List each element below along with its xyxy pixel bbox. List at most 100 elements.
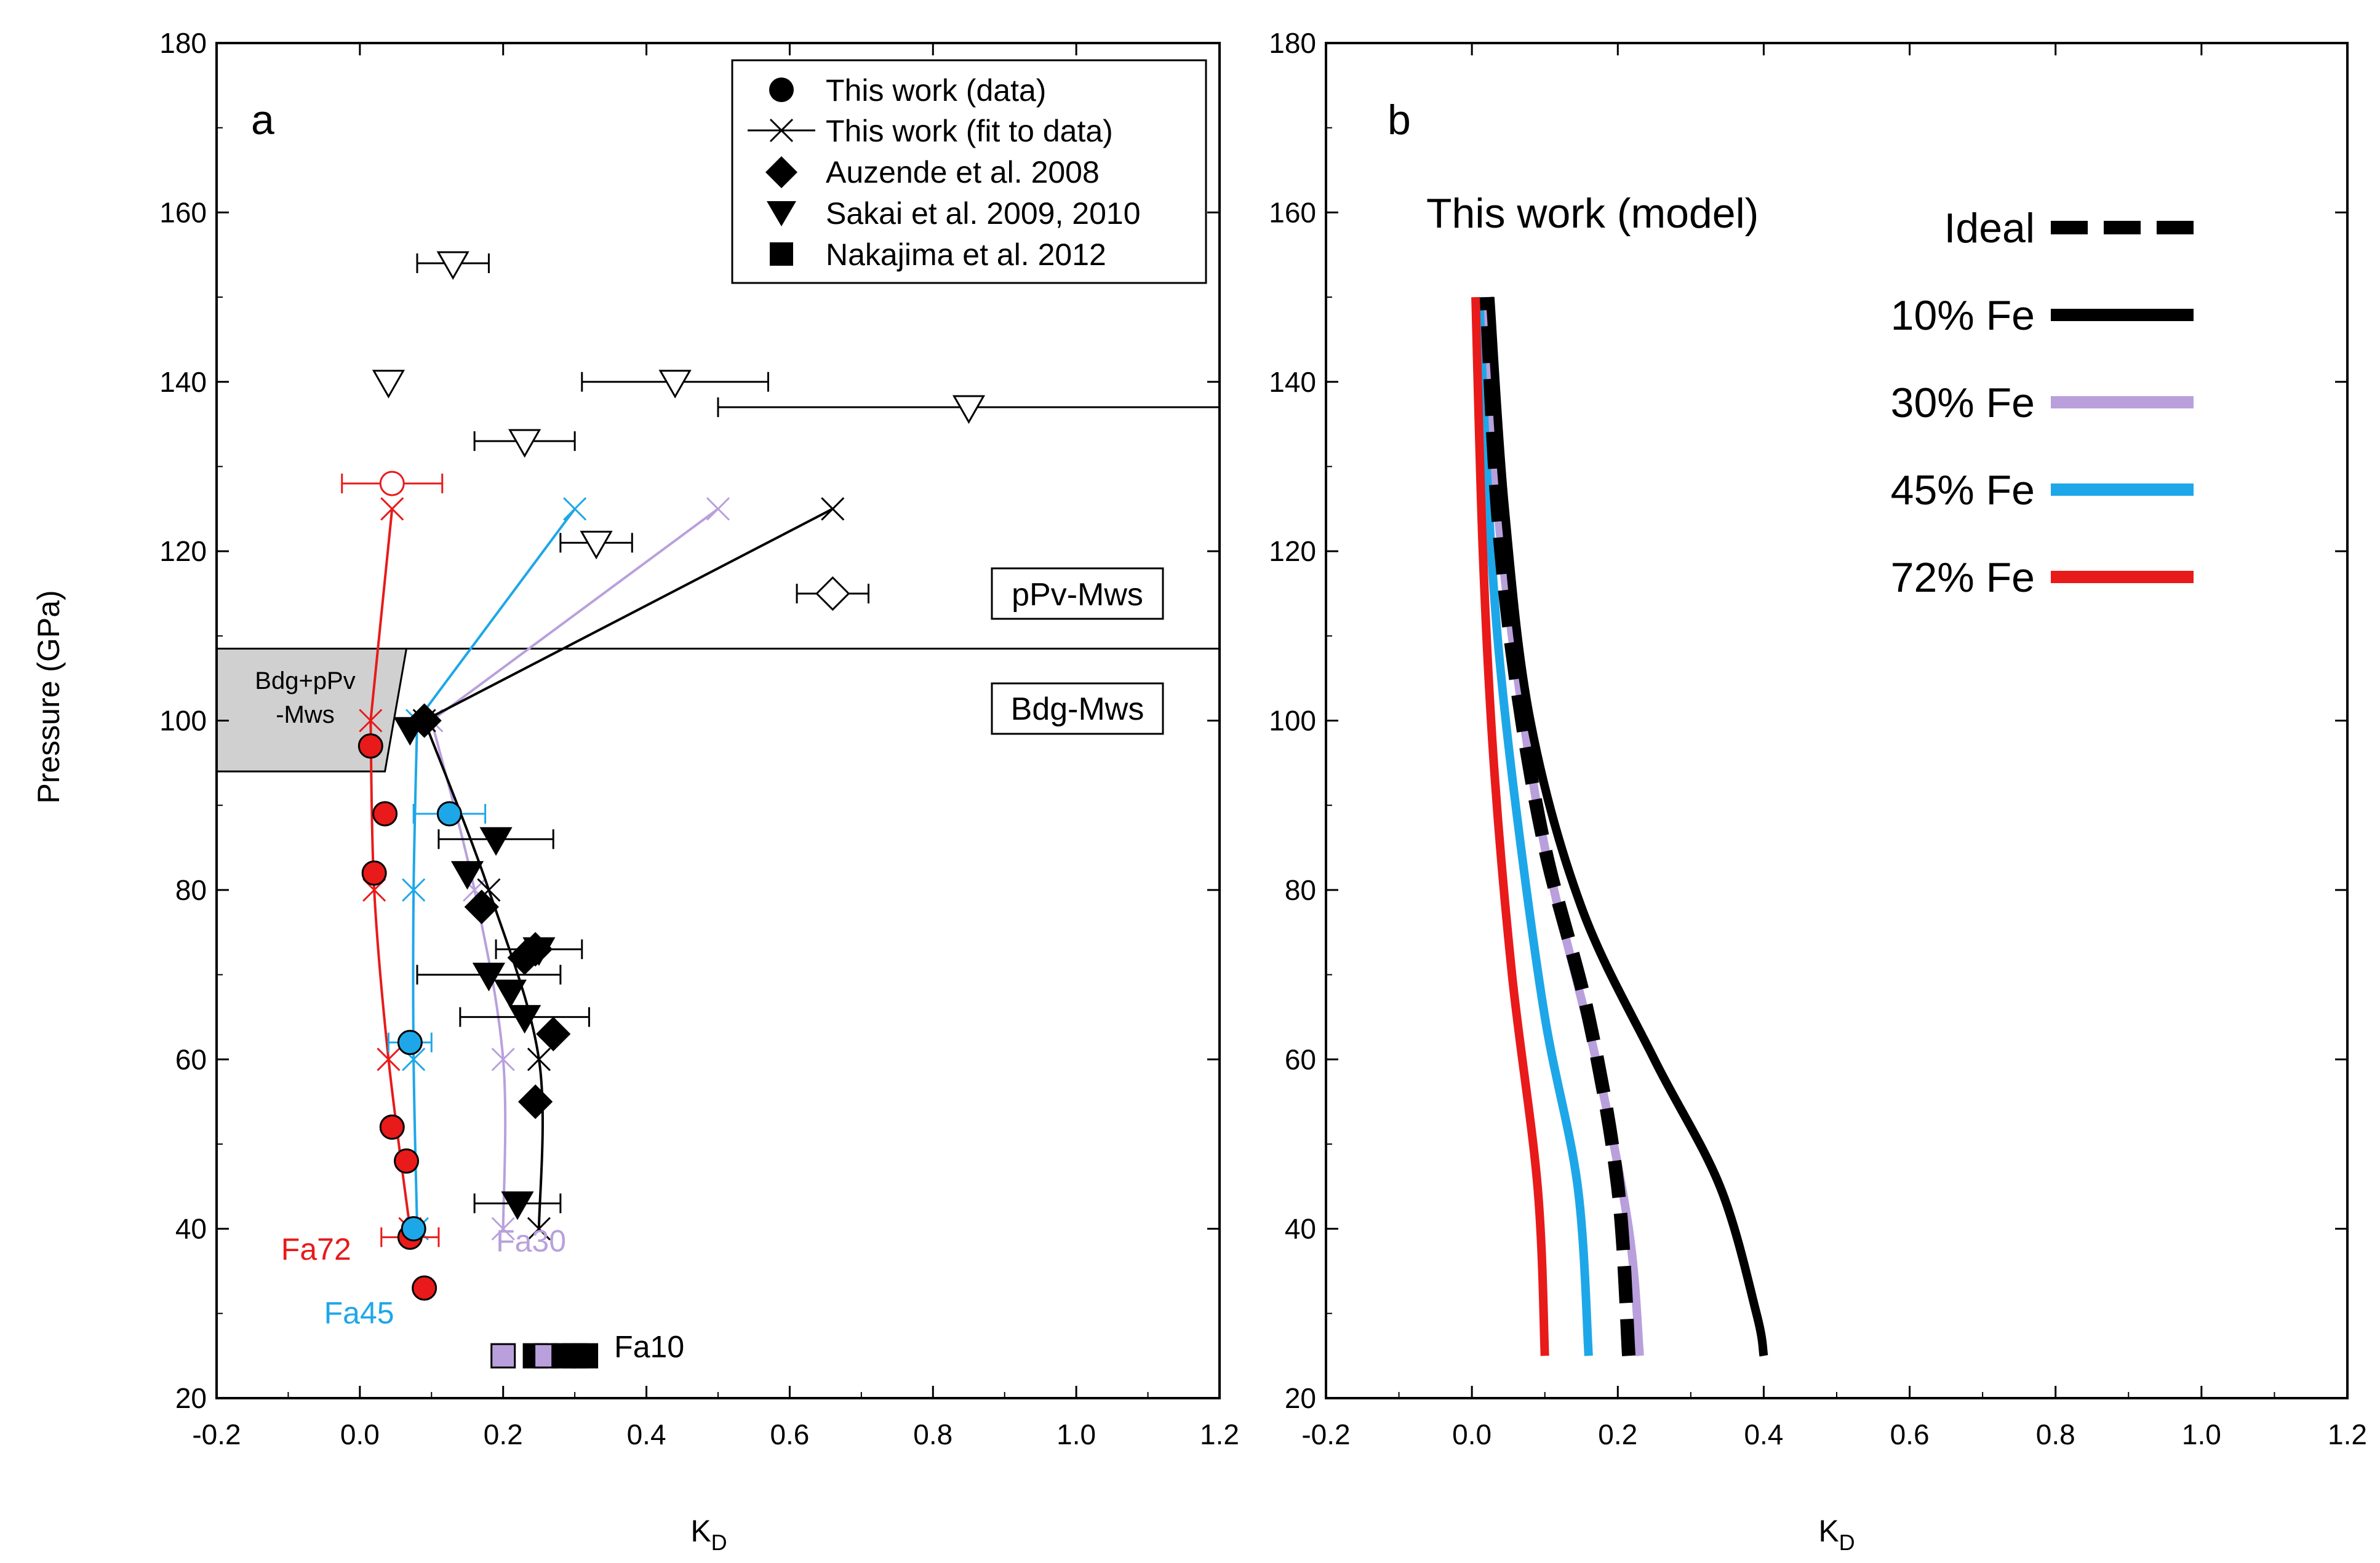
sakai-triangle bbox=[952, 395, 986, 424]
this-work-circle bbox=[412, 1275, 437, 1301]
sakai-triangle bbox=[508, 1004, 541, 1034]
x-tick-label: 0.6 bbox=[1890, 1418, 1930, 1450]
y-tick-label: 40 bbox=[175, 1213, 207, 1245]
y-tick-label: 160 bbox=[159, 196, 207, 228]
series-label: Fa30 bbox=[496, 1223, 566, 1258]
fit-lines bbox=[359, 497, 845, 1241]
x-tick-label: 1.2 bbox=[1200, 1418, 1239, 1450]
auzende-diamond bbox=[815, 576, 850, 611]
sakai-triangle bbox=[501, 1191, 534, 1220]
fit-line-ppv bbox=[369, 509, 394, 721]
nakajima-square bbox=[490, 1343, 516, 1369]
y-tick-label: 20 bbox=[175, 1382, 207, 1414]
x-axis-title-a-sub: D bbox=[711, 1530, 727, 1555]
this-work-circle bbox=[436, 801, 462, 827]
sakai-triangle bbox=[450, 861, 484, 890]
y-tick-label: 60 bbox=[175, 1043, 207, 1075]
x-tick-label: 1.2 bbox=[2328, 1418, 2367, 1450]
this-work-circle bbox=[394, 1148, 420, 1174]
sakai-triangle bbox=[580, 530, 613, 560]
x-tick-label: 0.2 bbox=[484, 1418, 523, 1450]
panel-a: -0.2 0.0 0.2 0.4 0.6 0.8 1.0 1.2 20 40 60 80 100 120 1… bbox=[31, 27, 1239, 1555]
region-label-bdg: Bdg-Mws bbox=[991, 682, 1164, 735]
fit-line-ppv bbox=[431, 507, 719, 722]
x-axis-title-a: KD bbox=[690, 1514, 727, 1555]
nakajima-square bbox=[573, 1343, 599, 1369]
region-label-mixed-line2: -Mws bbox=[276, 701, 335, 728]
axes-a: -0.2 0.0 0.2 0.4 0.6 0.8 1.0 1.2 20 40 60 80 100 120 1… bbox=[159, 27, 1239, 1450]
fit-marker-x bbox=[402, 1048, 426, 1072]
sakai-triangle bbox=[658, 370, 692, 399]
model-legend-label: 10% Fe bbox=[1891, 292, 2035, 339]
legend-label-2: Auzende et al. 2008 bbox=[826, 155, 1100, 189]
series-label: Fa10 bbox=[614, 1329, 684, 1364]
panel-letter-a: a bbox=[251, 97, 274, 143]
fit-marker-x bbox=[706, 497, 730, 521]
this-work-circle bbox=[397, 1030, 423, 1056]
region-label-bdg-text: Bdg-Mws bbox=[1011, 691, 1144, 727]
y-tick-label: 100 bbox=[1269, 705, 1316, 737]
model-title: This work (model) bbox=[1426, 190, 1759, 237]
this-work-circle bbox=[372, 801, 398, 827]
legend-a: This work (data) This work (fit to data)… bbox=[731, 59, 1207, 284]
y-tick-label: 120 bbox=[159, 535, 207, 567]
fit-line-ppv bbox=[416, 508, 576, 722]
this-work-circle bbox=[401, 1216, 426, 1242]
sakai-triangle bbox=[508, 429, 541, 458]
fit-marker-x bbox=[380, 497, 404, 521]
model-legend-label: 45% Fe bbox=[1891, 467, 2035, 514]
fit-marker-x bbox=[527, 1217, 551, 1241]
sakai-triangle bbox=[479, 827, 513, 856]
x-tick-label: 0.0 bbox=[340, 1418, 380, 1450]
y-tick-label: 60 bbox=[1285, 1043, 1316, 1075]
model-curve bbox=[1485, 296, 1768, 1357]
fit-line bbox=[423, 720, 544, 1229]
region-label-mixed-line1: Bdg+pPv bbox=[255, 667, 355, 694]
y-tick-label: 40 bbox=[1285, 1213, 1316, 1245]
legend-label-0: This work (data) bbox=[826, 73, 1046, 108]
fit-marker-x bbox=[359, 709, 383, 733]
fit-marker-x bbox=[821, 497, 845, 521]
x-axis-title-b-main: K bbox=[1818, 1514, 1839, 1548]
panel-b: -0.2 0.0 0.2 0.4 0.6 0.8 1.0 1.2 20 40 60 80 100 120 1… bbox=[1269, 27, 2367, 1555]
x-tick-label: 0.2 bbox=[1598, 1418, 1637, 1450]
y-tick-label: 140 bbox=[1269, 366, 1316, 398]
x-tick-label: 0.0 bbox=[1452, 1418, 1491, 1450]
plot-frame-b bbox=[1325, 42, 2349, 1399]
fit-marker-x bbox=[402, 878, 426, 902]
series-label: Fa45 bbox=[324, 1295, 394, 1330]
x-tick-label: 0.8 bbox=[2036, 1418, 2075, 1450]
legend-b: Ideal 10% Fe 30% Fe 45% Fe 72% Fe bbox=[1891, 205, 2194, 601]
data-markers bbox=[341, 251, 1221, 1369]
model-curve-ideal bbox=[1479, 296, 1636, 1356]
fit-marker-x bbox=[377, 1048, 401, 1072]
x-axis-title-b: KD bbox=[1818, 1514, 1855, 1555]
this-work-circle bbox=[361, 860, 387, 886]
x-tick-label: 0.4 bbox=[1744, 1418, 1783, 1450]
legend-diamond-icon bbox=[765, 156, 797, 188]
x-tick-label: 0.6 bbox=[770, 1418, 809, 1450]
legend-label-1: This work (fit to data) bbox=[826, 114, 1113, 148]
legend-square-icon bbox=[770, 242, 793, 266]
series-label: Fa72 bbox=[281, 1232, 351, 1267]
sakai-triangle bbox=[372, 370, 405, 399]
y-axis-title-a: Pressure (GPa) bbox=[31, 590, 66, 803]
auzende-diamond bbox=[536, 1016, 571, 1052]
fit-marker-x bbox=[527, 1048, 551, 1072]
model-curves bbox=[1471, 296, 1768, 1357]
model-legend-label: Ideal bbox=[1944, 205, 2035, 252]
x-tick-label: 0.8 bbox=[913, 1418, 952, 1450]
sakai-triangle bbox=[472, 963, 506, 992]
this-work-circle bbox=[357, 733, 383, 759]
legend-label-3: Sakai et al. 2009, 2010 bbox=[826, 196, 1141, 231]
y-tick-label: 140 bbox=[159, 366, 207, 398]
y-tick-label: 120 bbox=[1269, 535, 1316, 567]
auzende-diamond bbox=[517, 1084, 553, 1120]
legend-label-4: Nakajima et al. 2012 bbox=[826, 237, 1106, 272]
x-axis-title-b-sub: D bbox=[1839, 1530, 1855, 1555]
this-work-circle bbox=[379, 1114, 405, 1140]
x-tick-label: -0.2 bbox=[1301, 1418, 1350, 1450]
region-label-ppv-text: pPv-Mws bbox=[1012, 577, 1143, 613]
x-tick-label: -0.2 bbox=[192, 1418, 241, 1450]
